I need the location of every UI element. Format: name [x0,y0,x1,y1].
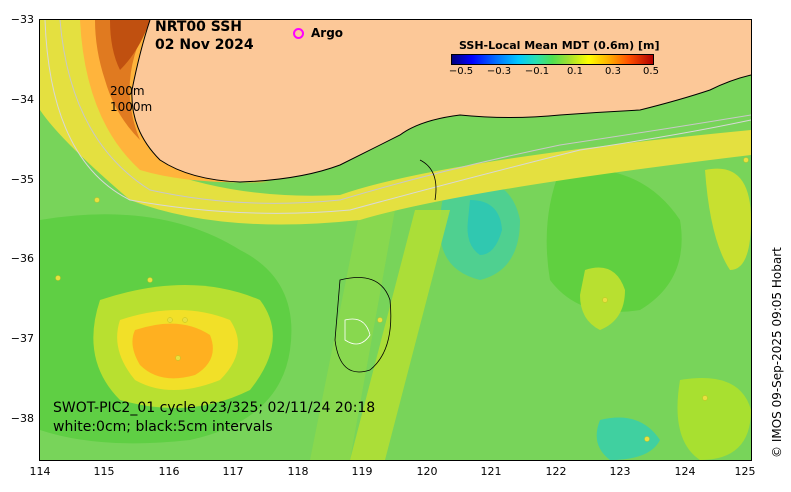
argo-float [175,355,181,361]
argo-float [167,317,173,323]
x-tick-label: 125 [734,465,756,478]
map-title: NRT00 SSH [155,19,243,35]
argo-float [743,157,749,163]
isobath-1000m-label: 1000m [110,100,153,114]
coastline [131,20,751,183]
x-tick-label: 114 [29,465,51,478]
argo-legend-label: Argo [311,26,344,40]
y-tick-label: −36 [10,252,34,265]
ssh-contour-white [344,318,371,345]
ssh-shelf-band-red [95,20,150,140]
ssh-field-green-east [546,168,682,312]
colorbar-tick: −0.1 [524,66,550,77]
argo-float [602,297,608,303]
y-tick-label: −34 [10,93,34,106]
ssh-field-cyan-south [596,417,660,460]
ssh-map [40,20,751,460]
swot-swath-west [310,210,395,460]
x-tick-label: 116 [158,465,180,478]
ssh-shelf-band-yellow [40,20,751,225]
colorbar-title: SSH-Local Mean MDT (0.6m) [m] [459,39,660,52]
swot-swath-east [350,210,450,460]
argo-float [147,277,153,283]
colorbar-tick: 0.5 [643,66,659,77]
ssh-contour-black-2 [419,159,437,201]
isobath-200m-label: 200m [110,84,145,98]
x-tick-label: 120 [416,465,438,478]
isobath-200m [59,20,751,204]
y-tick-label: −35 [10,173,34,186]
argo-legend-icon [293,28,304,39]
colorbar-tick: 0.1 [567,66,583,77]
ssh-max-dark [110,20,150,70]
colorbar-tick: 0.3 [605,66,621,77]
colorbar [451,54,654,65]
credit-text: © IMOS 09-Sep-2025 09:05 Hobart [770,247,784,458]
x-tick-label: 123 [609,465,631,478]
argo-float [377,317,383,323]
colorbar-tick: −0.5 [448,66,474,77]
swot-pass-info: SWOT-PIC2_01 cycle 023/325; 02/11/24 20:… [53,400,376,416]
colorbar-tick: −0.3 [486,66,512,77]
ssh-field-yellow-south [677,378,751,460]
x-tick-label: 122 [545,465,567,478]
argo-float [644,436,650,442]
x-tick-label: 117 [222,465,244,478]
argo-float [182,317,188,323]
ssh-field-cyan-core [467,200,502,255]
map-date: 02 Nov 2024 [155,37,254,53]
y-tick-label: −33 [10,13,34,26]
x-tick-label: 119 [351,465,373,478]
argo-float [94,197,100,203]
y-tick-label: −38 [10,412,34,425]
map-frame [39,19,752,461]
contour-legend: white:0cm; black:5cm intervals [53,419,273,435]
x-tick-label: 124 [674,465,696,478]
argo-float [702,395,708,401]
argo-floats [55,157,749,442]
y-tick-label: −37 [10,332,34,345]
ssh-field-yellow-east-2 [705,168,751,270]
isobath-1000m [44,20,751,214]
ssh-field-orange [132,323,213,379]
ssh-field-yellow-east [580,267,625,330]
ssh-contour-black [334,277,392,373]
x-tick-label: 121 [480,465,502,478]
x-tick-label: 118 [287,465,309,478]
x-tick-label: 115 [93,465,115,478]
argo-float [55,275,61,281]
